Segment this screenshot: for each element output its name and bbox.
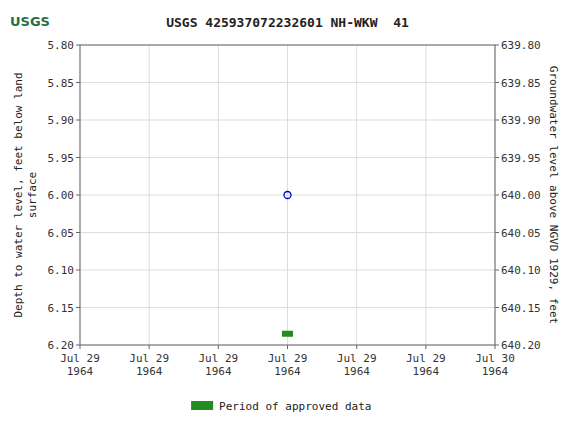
y-tick [76, 270, 80, 271]
grid [80, 45, 495, 345]
grid-line [218, 45, 219, 345]
y2-tick [495, 195, 499, 196]
x-tick-label: Jul 291964 [406, 352, 446, 378]
y-axis-label: Depth to water level, feet below landsur… [12, 72, 39, 317]
y2-tick [495, 270, 499, 271]
text-line: Depth to water level, feet below land [12, 72, 25, 317]
grid-line [356, 45, 357, 345]
annotation: USGS [10, 14, 50, 29]
y-tick-label: 6.05 [48, 227, 75, 240]
y2-tick-label: 640.05 [501, 227, 541, 240]
y-tick [76, 120, 80, 121]
text-line: surface [26, 172, 39, 218]
data-point [284, 192, 291, 199]
y2-tick [495, 45, 499, 46]
y2-tick-label: 639.90 [501, 114, 541, 127]
y-tick-label: 5.85 [48, 77, 75, 90]
x-tick [425, 345, 426, 349]
y-tick-label: 6.00 [48, 189, 75, 202]
axes: 5.80 5.85 5.90 5.95 6.00 6.05 6.10 6.15 6.20 639.… [48, 39, 541, 378]
plot-frame [80, 45, 495, 345]
y-tick-label: 5.95 [48, 152, 75, 165]
text-line: Jul 29 [198, 352, 238, 365]
x-tick-label: Jul 291964 [337, 352, 377, 378]
y-tick-label: 5.80 [48, 39, 75, 52]
x-tick [80, 345, 81, 349]
y-tick-label: 6.15 [48, 302, 75, 315]
y-tick-label: 6.10 [48, 264, 75, 277]
y2-tick [495, 232, 499, 233]
text-line: Jul 29 [129, 352, 169, 365]
title: USGS 425937072232601 NH-WKW 41 [166, 15, 409, 30]
x-tick-label: Jul 291964 [268, 352, 308, 378]
x-tick [495, 345, 496, 349]
x-tick-label: Jul 291964 [198, 352, 238, 378]
legend-label: Period of approved data [219, 400, 371, 413]
x-tick [149, 345, 150, 349]
text-line: 1964 [413, 365, 440, 378]
y-tick [76, 82, 80, 83]
y-tick-label: 6.20 [48, 339, 75, 352]
text-line: 1964 [136, 365, 163, 378]
text-line: 1964 [274, 365, 301, 378]
x-tick [287, 345, 288, 349]
y-tick [76, 45, 80, 46]
text-line: 1964 [343, 365, 370, 378]
period-bar [282, 331, 293, 337]
text-line: 1964 [482, 365, 509, 378]
y2-tick [495, 307, 499, 308]
y2-tick-label: 639.95 [501, 152, 541, 165]
y2-axis-label: Groundwater level above NGVD 1929, feet [547, 66, 560, 324]
chart: USGSUSGS 425937072232601 NH-WKW 415.805.… [0, 0, 580, 430]
text-line: Jul 29 [337, 352, 377, 365]
text-line: 1964 [205, 365, 232, 378]
grid-line [149, 45, 150, 345]
y2-tick-label: 639.80 [501, 39, 541, 52]
y2-tick [495, 345, 499, 346]
x-tick [356, 345, 357, 349]
text-line: Jul 30 [475, 352, 515, 365]
x-tick-label: Jul 291964 [129, 352, 169, 378]
x-tick-label: Jul 291964 [60, 352, 100, 378]
grid-line [425, 45, 426, 345]
y-tick [76, 345, 80, 346]
y2-tick-label: 640.10 [501, 264, 541, 277]
legend-swatch [191, 401, 213, 410]
y-tick [76, 307, 80, 308]
grid-line [287, 45, 288, 345]
marks [282, 192, 293, 334]
y2-tick [495, 82, 499, 83]
y2-tick-label: 639.85 [501, 77, 541, 90]
y2-tick-label: 640.15 [501, 302, 541, 315]
text-line: Jul 29 [406, 352, 446, 365]
x-tick-label: Jul 301964 [475, 352, 515, 378]
y2-tick [495, 120, 499, 121]
y2-tick [495, 157, 499, 158]
text-line: 1964 [67, 365, 94, 378]
y-tick [76, 232, 80, 233]
y-tick [76, 195, 80, 196]
x-tick [218, 345, 219, 349]
y2-tick-label: 640.00 [501, 189, 541, 202]
y2-tick-label: 640.20 [501, 339, 541, 352]
text-line: Jul 29 [60, 352, 100, 365]
y-tick [76, 157, 80, 158]
legend: Period of approved data [191, 400, 371, 413]
y-tick-label: 5.90 [48, 114, 75, 127]
text-line: Jul 29 [268, 352, 308, 365]
